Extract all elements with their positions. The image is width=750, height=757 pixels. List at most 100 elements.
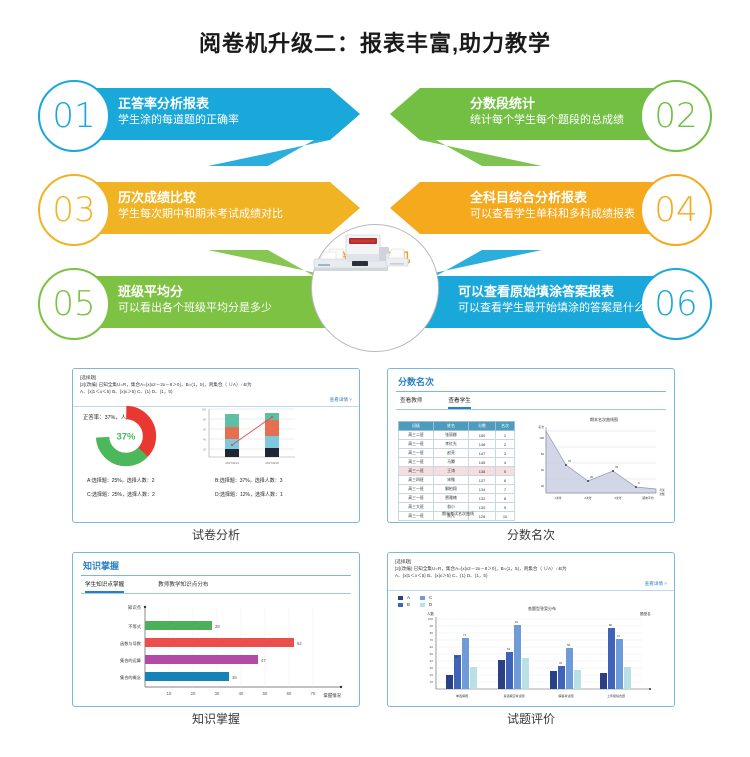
svg-text:91: 91 [515,620,518,624]
table-row[interactable]: 高三一班 解柏翔 134 7 [398,484,515,494]
item-evaluation-legend: A B C D [398,595,432,607]
panel-exam-analysis[interactable]: [选择题] [2](改编) 已知全集U=R，集合A={x|x2－2x－8＞0}，… [72,368,360,523]
table-cell: 10 [495,511,515,521]
svg-text:20: 20 [203,448,206,452]
table-cell: 148 [468,439,496,449]
page-title: 阅卷机升级二：报表丰富,助力教学 [198,31,552,56]
svg-text:86: 86 [609,623,612,627]
svg-text:2017/9/14: 2017/9/14 [225,461,239,465]
svg-text:30: 30 [215,691,220,696]
hub-number-01[interactable]: 01 [38,80,110,152]
svg-text:20: 20 [590,475,594,479]
panel-caption-item-evaluation: 试题评价 [506,712,555,726]
hub-number-04[interactable]: 04 [640,174,712,246]
table-cell: 高三四班 [398,475,434,485]
table-cell: 147 [468,448,496,458]
svg-text:2017/9/16: 2017/9/16 [265,461,279,465]
col-score: 分数 [468,421,496,431]
table-row[interactable]: 高三一班 马腾 145 4 [398,457,515,467]
table-row[interactable]: 高三一班 王涛 138 5 [398,466,515,476]
table-cell: 4 [495,457,515,467]
svg-text:20: 20 [541,484,545,488]
hub-item-02-sub: 统计每个学生每个题段的总成绩 [470,114,624,126]
table-cell: 145 [468,457,496,467]
item-chart-note: 题型名 [640,611,651,616]
panel-knowledge-mastery[interactable]: 知识掌握 学生知识点掌握 教师教学知识点分布 知识点 掌握情况 [72,552,360,707]
legend-c: C [419,595,432,600]
table-row[interactable]: 高三一班 蔡凡 128 10 [398,511,515,521]
legend-d: D [419,602,432,607]
hub-number-03-label: 03 [52,190,96,230]
hub-item-03-sub: 学生每次期中和期末考试成绩对比 [118,208,283,220]
svg-text:100: 100 [202,408,207,412]
hub-number-06-label: 06 [654,284,698,324]
table-cell: 3 [495,448,515,458]
tab-teacher-knowledge[interactable]: 教师教学知识点分布 [158,582,209,588]
question-tag: [选择题] [80,375,97,380]
table-cell: 1 [495,430,515,440]
table-cell: 张丽娜 [433,430,469,440]
svg-text:62: 62 [297,641,302,646]
table-row[interactable]: 高三二班 张丽娜 150 1 [398,430,515,440]
svg-text:70: 70 [430,638,434,642]
donut-center-label: 37% [117,432,136,443]
omr-scanner-device-icon [313,234,409,271]
answer-rate-text: 正答率：37%，人数：3/8 [73,407,359,421]
svg-text:60: 60 [287,691,292,696]
tab-view-teacher[interactable]: 查看教师 [400,398,423,404]
table-cell: 高三一班 [398,466,434,476]
score-rank-table[interactable]: 班级 姓名 分数 名次 高三二班 张丽娜 150 1 高三一班 李红光 148 2 高三一班 赵亮… [398,421,515,521]
question-line-1-2: [2](改编) 已知全集U=R，集合A={x|x2－2x－8＞0}，B=(1，5… [395,566,567,571]
svg-text:40: 40 [430,659,434,663]
table-cell: 134 [468,484,496,494]
question-line-2: A、{x|1＜x＜5} B、{x|x＞5} C、(1) D、(1，5) [80,389,173,394]
svg-text:72: 72 [617,634,620,638]
rank-chart-title: 期末名次曲线图 [590,416,618,422]
table-cell: 高三一班 [398,448,434,458]
svg-text:70: 70 [311,691,316,696]
view-detail-link-2[interactable]: 查看详情 ˅ [644,581,667,586]
svg-text:100: 100 [539,436,544,440]
knowledge-tabs: 学生知识点掌握 教师教学知识点分布 [73,576,359,593]
tab-view-student[interactable]: 查看学生 [448,396,471,409]
hub-number-06[interactable]: 06 [640,268,712,340]
score-rank-table-body: 高三二班 张丽娜 150 1 高三一班 李红光 148 2 高三一班 赵亮 147 3 高三一班 马腾 14… [398,430,515,521]
option-stat-d: D:选择题：12%，选择人数：1 [215,492,283,498]
view-detail-link[interactable]: 查看详情 ˅ [329,397,352,402]
svg-text:90: 90 [430,624,434,628]
table-cell: 132 [468,493,496,503]
table-row[interactable]: 高三一班 贾雅楠 132 8 [398,493,515,503]
legend-swatch-a [398,595,403,600]
knowledge-x-axis-label: 掌握情况 [323,692,341,699]
svg-text:60: 60 [430,645,434,649]
item-chart-title: 各题型答案分布 [528,605,556,611]
hub-number-03[interactable]: 03 [38,174,110,246]
score-rank-heading: 分数名次 [398,377,435,387]
hub-number-05[interactable]: 05 [38,268,110,340]
knowledge-mastery-chart: 知识点 掌握情况 28 不等式 62 函数与导数 4 [79,599,355,706]
panel-score-rank[interactable]: 分数名次 查看教师 查看学生 班级 姓名 分数 名次 [387,368,675,523]
table-cell: 李红光 [433,439,469,449]
table-cell: 贾雅楠 [433,493,469,503]
legend-swatch-b [398,602,403,607]
table-row[interactable]: 高三大班 翁小 130 9 [398,502,515,512]
hub-item-04-text: 全科目综合分析报表 可以查看学生单科和多科成绩报表 [470,190,635,222]
svg-text:20: 20 [430,673,434,677]
tab-student-knowledge[interactable]: 学生知识点掌握 [85,580,125,593]
knowledge-heading: 知识掌握 [83,561,120,571]
svg-text:集合的运算: 集合的运算 [120,657,141,664]
svg-text:60: 60 [541,452,545,456]
svg-text:上年级综合题: 上年级综合题 [607,693,625,698]
option-stat-a: A:选择题：25%，选择人数：2 [87,478,155,484]
table-row[interactable]: 高三一班 李红光 148 2 [398,439,515,449]
table-cell: 王涛 [433,466,469,476]
hub-item-05-text: 班级平均分 可以看出各个班级平均分是多少 [118,284,272,316]
legend-a: A [398,595,410,600]
svg-text:40: 40 [203,438,206,442]
hub-number-02[interactable]: 02 [640,80,712,152]
svg-text:60: 60 [203,428,206,432]
table-row[interactable]: 高三一班 赵亮 147 3 [398,448,515,458]
panel-item-evaluation[interactable]: [选择题] [2](改编) 已知全集U=R，集合A={x|x2－2x－8＞0}，… [387,552,675,707]
knowledge-y-axis-label: 知识点 [128,604,142,611]
table-row[interactable]: 高三四班 宋微 137 6 [398,475,515,485]
